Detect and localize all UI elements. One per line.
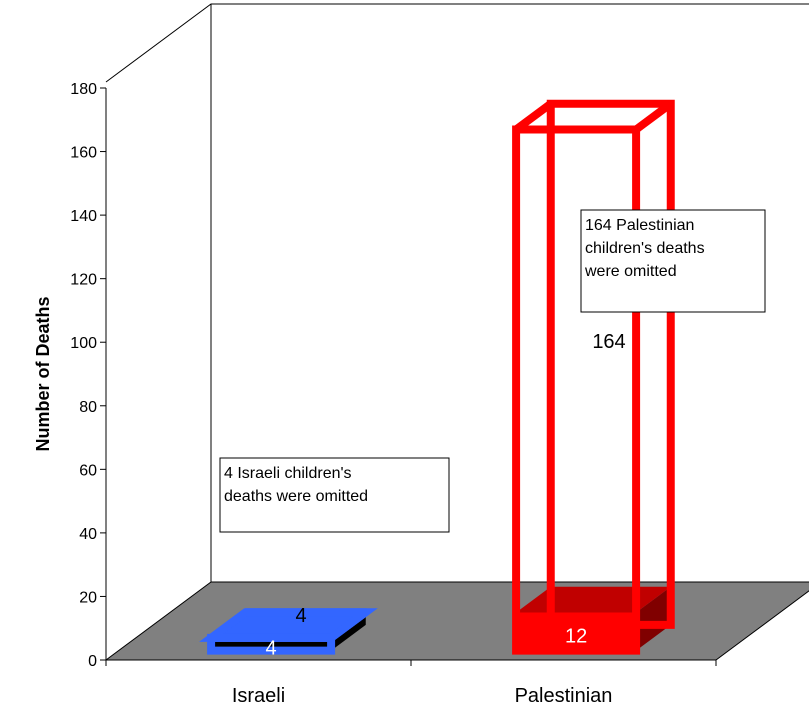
x-axis: Israeli Palestinian (105, 659, 717, 707)
annotation-frame (580, 209, 766, 313)
y-tick-label: 180 (70, 81, 97, 98)
y-tick-label: 140 (70, 208, 97, 225)
data-label-solid: 4 (266, 638, 277, 660)
outline-top-right (633, 100, 674, 133)
y-tick-label: 80 (79, 399, 97, 416)
data-labels: 44 12 164 (266, 331, 626, 660)
annotation-line: deaths were omitted (224, 488, 368, 505)
chart-walls (105, 3, 809, 582)
annotation-frame (219, 457, 450, 533)
bar-side-face (636, 586, 671, 651)
annotations: 4 Israeli children's deaths were omitted 1… (219, 209, 766, 533)
bars (199, 99, 675, 655)
y-tick-label: 120 (70, 272, 97, 289)
solid-bar (516, 586, 671, 653)
y-tick-label: 60 (79, 462, 97, 479)
outline-front (512, 125, 641, 655)
outline-top (199, 608, 378, 642)
bar-top-face (516, 586, 671, 613)
x-tick-label: Palestinian (515, 685, 613, 707)
annotation-line: 4 Israeli children's (224, 465, 352, 482)
data-label-solid: 12 (565, 626, 587, 648)
annotation-box: 164 Palestinian children's deaths were omi… (580, 209, 766, 313)
y-axis: 0 20 40 60 80 100 120 140 160 180 (70, 81, 107, 670)
x-tick-label: Israeli (232, 685, 285, 707)
y-tick-label: 100 (70, 335, 97, 352)
data-label-outline: 4 (296, 605, 307, 627)
y-axis-title: Number of Deaths (33, 296, 53, 451)
outline-back (546, 99, 675, 629)
y-tick-label: 0 (88, 653, 97, 670)
outline-bar (199, 608, 378, 655)
outline-top-left (513, 100, 554, 133)
annotation-line: were omitted (584, 263, 677, 280)
y-tick-label: 20 (79, 589, 97, 606)
outline-bar (512, 99, 675, 655)
y-tick-label: 160 (70, 145, 97, 162)
y-tick-label: 40 (79, 526, 97, 543)
annotation-line: children's deaths (585, 240, 705, 257)
data-label-outline: 164 (592, 331, 625, 353)
annotation-line: 164 Palestinian (585, 217, 694, 234)
annotation-box: 4 Israeli children's deaths were omitted (219, 457, 450, 533)
